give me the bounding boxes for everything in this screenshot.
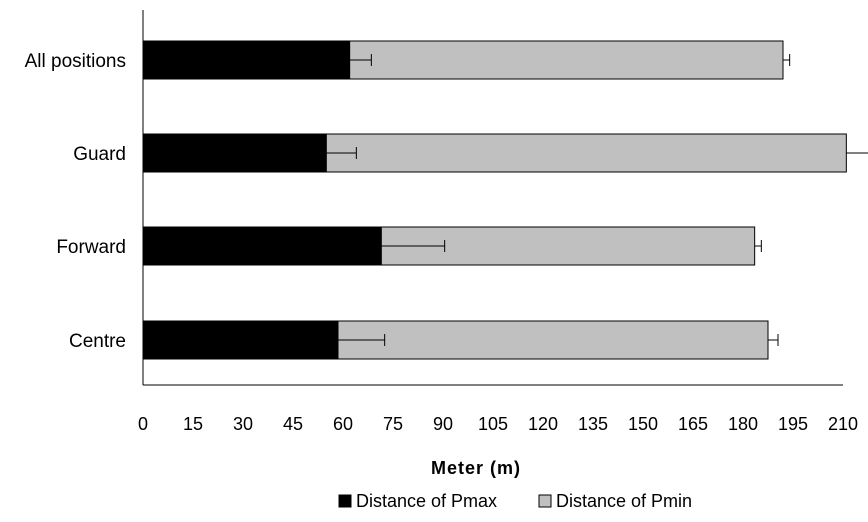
x-tick-label: 150 — [628, 414, 658, 434]
category-label: Centre — [69, 331, 126, 352]
x-tick-label: 105 — [478, 414, 508, 434]
category-label: All positions — [25, 51, 126, 72]
error-bars-group — [326, 54, 868, 346]
legend-label-pmin: Distance of Pmin — [556, 491, 692, 511]
bar-pmax-centre — [142, 320, 339, 360]
x-tick-label: 135 — [578, 414, 608, 434]
error-bar-pmin-centre — [768, 334, 779, 346]
legend-label-pmax: Distance of Pmax — [356, 491, 497, 511]
x-tick-label: 90 — [433, 414, 453, 434]
x-tick-label: 0 — [138, 414, 148, 434]
error-bar-pmin-forward — [754, 240, 762, 252]
error-bar-pmin-all-positions — [783, 54, 791, 66]
category-labels: All positions Guard Forward Centre — [25, 51, 126, 352]
bar-pmin-centre — [337, 320, 769, 360]
legend-swatch-pmin — [538, 494, 552, 508]
bar-pmax-forward — [142, 226, 382, 266]
x-tick-label: 60 — [333, 414, 353, 434]
bar-pmin-guard — [325, 133, 847, 173]
x-tick-label: 120 — [528, 414, 558, 434]
x-tick-label: 165 — [678, 414, 708, 434]
error-bar-pmax-guard — [326, 147, 357, 159]
bar-pmax-guard — [142, 133, 327, 173]
bar-pmin-all-positions — [349, 40, 784, 80]
error-bar-pmax-centre — [338, 334, 386, 346]
x-tick-label: 30 — [233, 414, 253, 434]
x-axis-title: Meter (m) — [431, 458, 521, 478]
x-tick-label: 195 — [778, 414, 808, 434]
category-label: Guard — [73, 144, 126, 165]
x-tick-label: 210 — [828, 414, 858, 434]
error-bar-pmax-forward — [381, 240, 446, 252]
x-tick-labels: 0 15 30 45 60 75 90 105 120 135 150 165 180 195 210 — [138, 414, 858, 434]
error-bar-pmax-all-positions — [349, 54, 372, 66]
x-tick-label: 180 — [728, 414, 758, 434]
error-bar-pmin-guard — [846, 152, 868, 154]
category-label: Forward — [56, 237, 126, 258]
x-tick-label: 75 — [383, 414, 403, 434]
legend: Distance of Pmax Distance of Pmin — [338, 491, 692, 511]
x-tick-label: 45 — [283, 414, 303, 434]
bars-group — [142, 40, 847, 360]
legend-swatch-pmax — [338, 494, 352, 508]
bar-pmax-all-positions — [142, 40, 351, 80]
x-tick-label: 15 — [183, 414, 203, 434]
